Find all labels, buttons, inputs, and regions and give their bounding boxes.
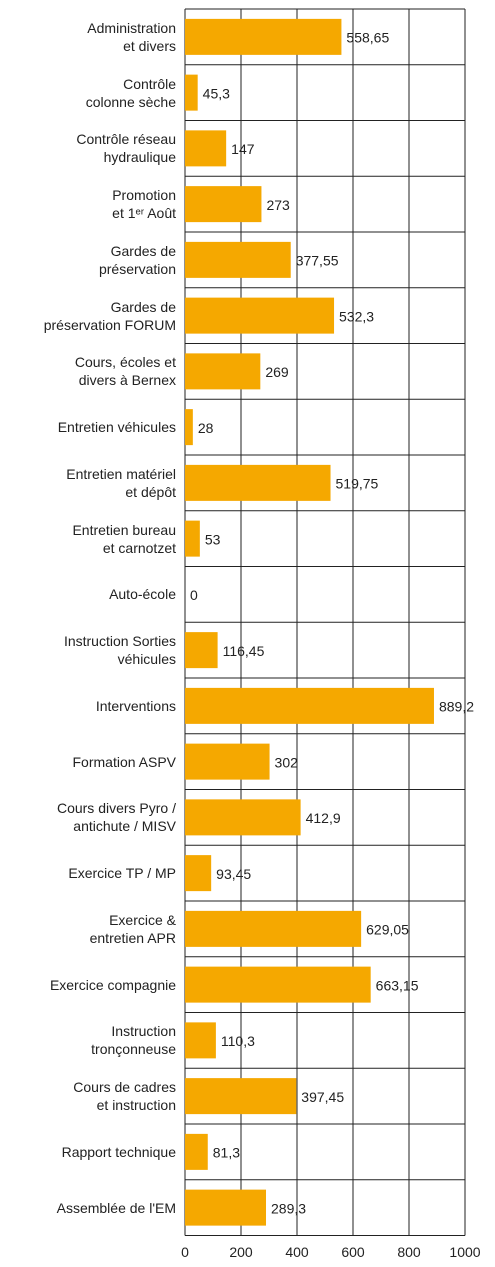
bar — [185, 464, 331, 501]
value-label: 412,9 — [306, 810, 341, 826]
bar — [185, 687, 434, 724]
category-label: Exercice & entretien APR — [89, 911, 176, 946]
value-label: 377,55 — [296, 253, 339, 269]
category-label: Cours, écoles et divers à Bernex — [74, 354, 176, 389]
value-label: 532,3 — [339, 308, 374, 324]
bar — [185, 1189, 267, 1226]
bar — [185, 855, 212, 892]
value-label: 110,3 — [221, 1033, 255, 1049]
value-label: 558,65 — [346, 30, 389, 46]
category-label: Administration et divers — [87, 19, 176, 54]
bar — [185, 1078, 297, 1115]
value-label: 53 — [205, 531, 221, 547]
value-label: 397,45 — [301, 1089, 344, 1105]
x-tick-label: 0 — [181, 1244, 189, 1260]
category-label: Formation ASPV — [72, 753, 177, 770]
category-label: Entretien bureau et carnotzet — [72, 521, 176, 556]
value-label: 629,05 — [366, 922, 409, 938]
bar — [185, 743, 270, 780]
bar — [185, 241, 291, 278]
bar — [185, 1133, 208, 1170]
category-label: Contrôle colonne sèche — [85, 75, 176, 110]
category-label: Cours divers Pyro / antichute / MISV — [56, 800, 176, 835]
category-label: Auto-école — [109, 586, 176, 603]
category-label: Instruction Sorties véhicules — [63, 633, 176, 668]
bar — [185, 353, 261, 390]
category-label: Instruction tronçonneuse — [91, 1023, 176, 1058]
value-label: 93,45 — [216, 866, 251, 882]
bar — [185, 130, 227, 167]
bar — [185, 966, 371, 1003]
bar — [185, 409, 193, 446]
bar — [185, 520, 200, 557]
bar — [185, 799, 301, 836]
category-label: Promotion et 1ᵉʳ Août — [112, 187, 176, 222]
bar — [185, 74, 198, 111]
category-label: Contrôle réseau hydraulique — [76, 131, 176, 166]
value-label: 889,2 — [439, 699, 474, 715]
category-label: Exercice compagnie — [49, 976, 176, 993]
category-label: Exercice TP / MP — [68, 865, 176, 882]
bar — [185, 632, 218, 669]
value-label: 302 — [275, 754, 299, 770]
bar — [185, 910, 362, 947]
category-label: Cours de cadres et instruction — [73, 1079, 176, 1114]
value-label: 269 — [265, 364, 289, 380]
value-label: 273 — [266, 197, 290, 213]
bar — [185, 186, 262, 223]
x-tick-label: 200 — [229, 1244, 253, 1260]
category-label: Entretien matériel et dépôt — [66, 465, 176, 500]
value-label: 147 — [231, 141, 255, 157]
x-tick-label: 600 — [341, 1244, 365, 1260]
category-label: Gardes de préservation FORUM — [43, 298, 176, 333]
value-label: 0 — [190, 587, 198, 603]
category-label: Gardes de préservation — [98, 242, 176, 277]
category-label: Assemblée de l'EM — [56, 1199, 176, 1216]
value-label: 519,75 — [336, 476, 379, 492]
value-label: 28 — [198, 420, 214, 436]
category-label: Interventions — [95, 697, 176, 714]
value-label: 289,3 — [271, 1200, 306, 1216]
category-label: Entretien véhicules — [57, 419, 176, 436]
bar — [185, 297, 335, 334]
x-tick-label: 1000 — [449, 1244, 480, 1260]
x-tick-label: 800 — [397, 1244, 421, 1260]
value-label: 663,15 — [376, 977, 419, 993]
category-label: Rapport technique — [61, 1143, 176, 1160]
value-label: 45,3 — [203, 85, 230, 101]
x-tick-label: 400 — [285, 1244, 309, 1260]
bar — [185, 1022, 216, 1059]
bar — [185, 18, 342, 55]
value-label: 116,45 — [223, 643, 265, 659]
value-label: 81,3 — [213, 1145, 240, 1161]
